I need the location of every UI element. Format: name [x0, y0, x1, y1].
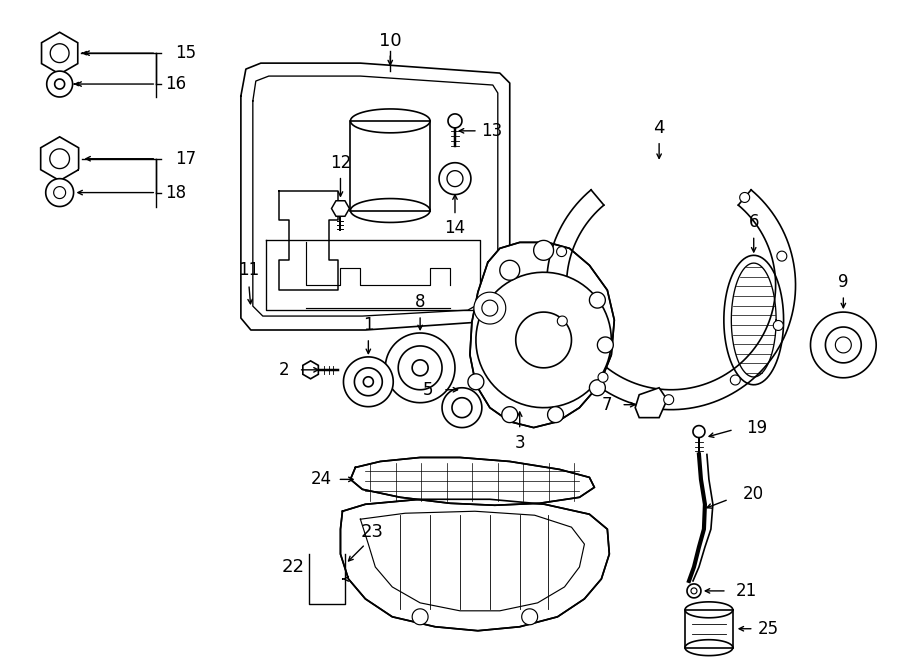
- Polygon shape: [40, 137, 78, 180]
- Polygon shape: [474, 292, 506, 324]
- Polygon shape: [331, 201, 349, 216]
- Text: 6: 6: [749, 214, 759, 231]
- Text: 17: 17: [176, 150, 197, 168]
- Polygon shape: [46, 178, 74, 206]
- Text: 12: 12: [329, 154, 351, 172]
- Polygon shape: [41, 32, 77, 74]
- Text: 21: 21: [736, 582, 758, 600]
- Text: 25: 25: [758, 620, 779, 638]
- Polygon shape: [598, 337, 613, 353]
- Polygon shape: [500, 260, 519, 280]
- Polygon shape: [811, 312, 877, 378]
- Polygon shape: [502, 407, 518, 422]
- Text: 18: 18: [166, 184, 186, 202]
- Polygon shape: [50, 44, 69, 63]
- Polygon shape: [522, 609, 537, 625]
- Polygon shape: [468, 374, 484, 390]
- Text: 19: 19: [746, 418, 768, 436]
- Polygon shape: [439, 163, 471, 194]
- Text: 5: 5: [423, 381, 433, 399]
- Polygon shape: [730, 375, 741, 385]
- Text: 16: 16: [166, 75, 186, 93]
- Polygon shape: [663, 395, 674, 405]
- Polygon shape: [534, 241, 554, 260]
- Polygon shape: [635, 388, 667, 418]
- Polygon shape: [547, 407, 563, 422]
- Polygon shape: [55, 79, 65, 89]
- Polygon shape: [724, 255, 784, 385]
- Polygon shape: [773, 321, 783, 330]
- Polygon shape: [412, 609, 428, 625]
- Text: 15: 15: [176, 44, 197, 62]
- Polygon shape: [54, 186, 66, 198]
- Polygon shape: [470, 243, 615, 428]
- Polygon shape: [398, 346, 442, 390]
- Text: 24: 24: [311, 471, 332, 488]
- Polygon shape: [598, 372, 608, 382]
- Polygon shape: [825, 327, 861, 363]
- Text: 2: 2: [278, 361, 289, 379]
- Text: 11: 11: [238, 261, 259, 279]
- Polygon shape: [364, 377, 374, 387]
- Text: 3: 3: [515, 434, 525, 451]
- Polygon shape: [590, 292, 606, 308]
- Polygon shape: [344, 357, 393, 407]
- Polygon shape: [447, 171, 463, 186]
- Polygon shape: [50, 149, 69, 169]
- Polygon shape: [355, 368, 382, 396]
- Polygon shape: [687, 584, 701, 598]
- Text: 8: 8: [415, 293, 426, 311]
- Bar: [685, 610, 733, 648]
- Polygon shape: [777, 251, 787, 261]
- Polygon shape: [442, 388, 482, 428]
- Text: 10: 10: [379, 32, 401, 50]
- Polygon shape: [412, 360, 428, 376]
- Text: 4: 4: [653, 119, 665, 137]
- Polygon shape: [835, 337, 851, 353]
- Text: 20: 20: [743, 485, 764, 503]
- Text: 13: 13: [482, 122, 502, 140]
- Text: 23: 23: [361, 523, 383, 541]
- Bar: [350, 121, 430, 210]
- Polygon shape: [482, 300, 498, 316]
- Polygon shape: [590, 380, 606, 396]
- Text: 9: 9: [838, 273, 849, 292]
- Polygon shape: [302, 361, 319, 379]
- Polygon shape: [740, 192, 750, 202]
- Polygon shape: [516, 312, 572, 368]
- Text: 14: 14: [445, 219, 465, 237]
- Polygon shape: [47, 71, 73, 97]
- Text: 22: 22: [281, 558, 304, 576]
- Polygon shape: [556, 247, 567, 256]
- Polygon shape: [452, 398, 472, 418]
- Polygon shape: [385, 333, 455, 403]
- Polygon shape: [350, 457, 594, 505]
- Polygon shape: [448, 114, 462, 128]
- Text: 7: 7: [602, 396, 613, 414]
- Polygon shape: [557, 316, 567, 326]
- Polygon shape: [691, 588, 697, 594]
- Polygon shape: [693, 426, 705, 438]
- Polygon shape: [476, 272, 611, 408]
- Polygon shape: [340, 499, 609, 631]
- Text: 1: 1: [363, 316, 374, 334]
